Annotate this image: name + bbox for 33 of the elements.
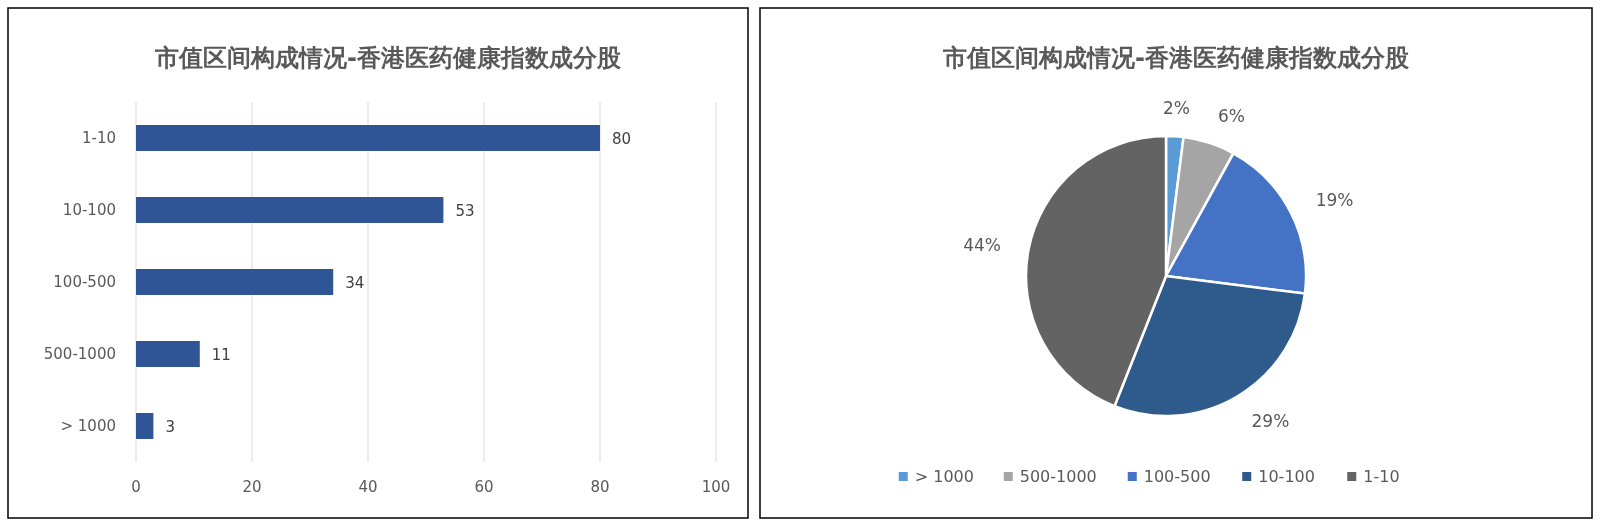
legend-label: > 1000 (914, 467, 974, 486)
x-tick-label: 60 (474, 478, 494, 496)
y-tick-label: 100-500 (53, 273, 116, 291)
data-label: 29% (1251, 410, 1290, 431)
x-tick-label: 40 (358, 478, 378, 496)
x-tick-label: 0 (131, 478, 141, 496)
data-label: 19% (1315, 189, 1354, 210)
data-label: 6% (1217, 106, 1245, 127)
bar (136, 341, 200, 367)
x-tick-label: 100 (701, 478, 731, 496)
y-tick-label: 500-1000 (43, 345, 116, 363)
data-label: 53 (455, 202, 475, 220)
y-tick-label: 1-10 (81, 129, 116, 147)
data-label: 3 (165, 418, 175, 436)
bar (136, 197, 444, 223)
bar (136, 125, 600, 151)
bar (136, 269, 334, 295)
x-tick-label: 20 (242, 478, 262, 496)
chart-title: 市值区间构成情况-香港医药健康指数成分股 (154, 44, 622, 72)
data-label: 11 (211, 346, 231, 364)
data-label: 80 (612, 130, 632, 148)
data-label: 34 (345, 274, 365, 292)
y-tick-label: 10-100 (62, 201, 116, 219)
chart-title: 市值区间构成情况-香港医药健康指数成分股 (942, 44, 1410, 72)
x-tick-label: 80 (590, 478, 610, 496)
y-tick-label: > 1000 (60, 417, 116, 435)
bar (136, 413, 154, 439)
legend-label: 500-1000 (1019, 467, 1097, 486)
legend-label: 10-100 (1258, 467, 1315, 486)
data-label: 44% (963, 234, 1001, 255)
legend-label: 1-10 (1363, 467, 1400, 486)
data-label: 2% (1163, 98, 1191, 119)
legend-label: 100-500 (1143, 467, 1211, 486)
